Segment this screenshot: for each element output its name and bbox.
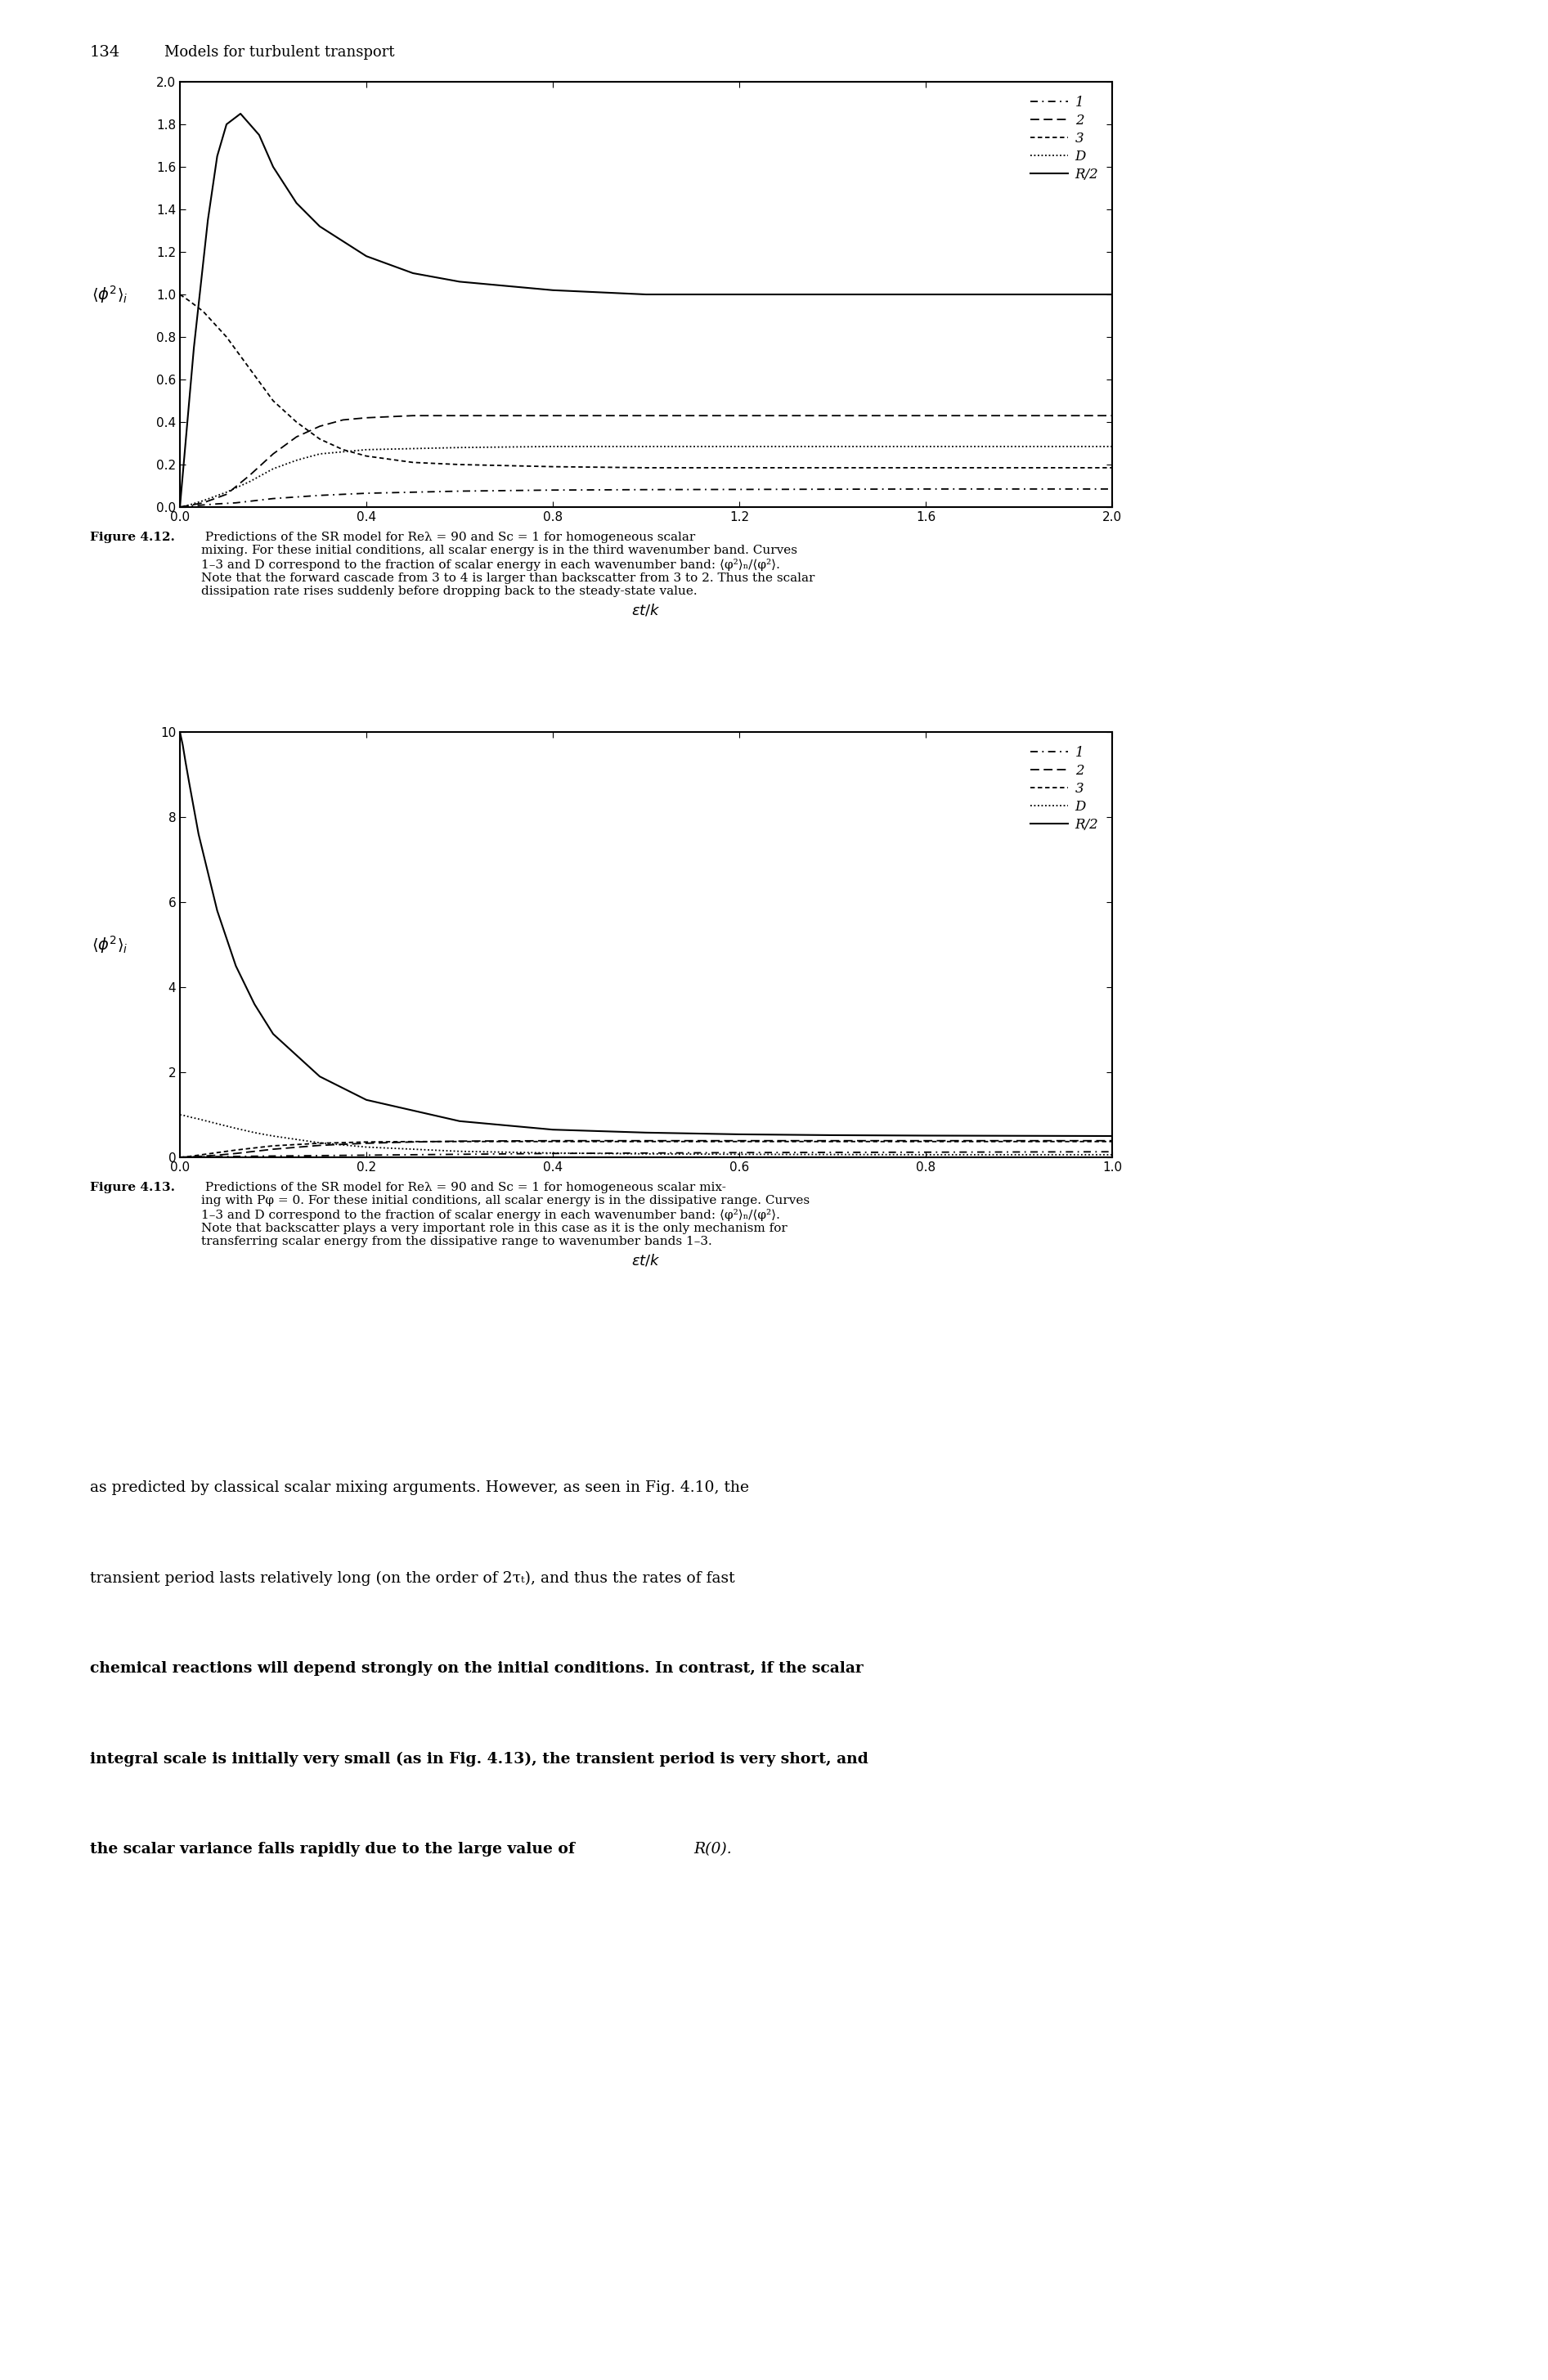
Legend: 1, 2, 3, D, R/2: 1, 2, 3, D, R/2 <box>1023 88 1105 188</box>
Text: $\langle\phi^2\rangle_i$: $\langle\phi^2\rangle_i$ <box>91 283 128 305</box>
Legend: 1, 2, 3, D, R/2: 1, 2, 3, D, R/2 <box>1023 738 1105 838</box>
Text: $\varepsilon t/k$: $\varepsilon t/k$ <box>632 602 661 619</box>
Text: Models for turbulent transport: Models for turbulent transport <box>164 45 395 60</box>
Text: Figure 4.13.: Figure 4.13. <box>90 1183 175 1192</box>
Text: the scalar variance falls rapidly due to the large value of: the scalar variance falls rapidly due to… <box>90 1842 580 1856</box>
Text: $\langle\phi^2\rangle_i$: $\langle\phi^2\rangle_i$ <box>91 933 128 954</box>
Text: Predictions of the SR model for Reλ = 90 and Sc = 1 for homogeneous scalar mix-
: Predictions of the SR model for Reλ = 90… <box>201 1183 810 1247</box>
Text: Predictions of the SR model for Reλ = 90 and Sc = 1 for homogeneous scalar
mixin: Predictions of the SR model for Reλ = 90… <box>201 531 816 597</box>
Text: R(0).: R(0). <box>694 1842 732 1856</box>
Text: $\varepsilon t/k$: $\varepsilon t/k$ <box>632 1252 661 1269</box>
Text: chemical reactions will depend strongly on the initial conditions. In contrast, : chemical reactions will depend strongly … <box>90 1661 864 1676</box>
Text: 134: 134 <box>90 45 121 60</box>
Text: as predicted by classical scalar mixing arguments. However, as seen in Fig. 4.10: as predicted by classical scalar mixing … <box>90 1480 749 1495</box>
Text: integral scale is initially very small (as in Fig. 4.13), the transient period i: integral scale is initially very small (… <box>90 1752 868 1766</box>
Text: transient period lasts relatively long (on the order of 2τₜ), and thus the rates: transient period lasts relatively long (… <box>90 1571 735 1585</box>
Text: Figure 4.12.: Figure 4.12. <box>90 531 175 543</box>
